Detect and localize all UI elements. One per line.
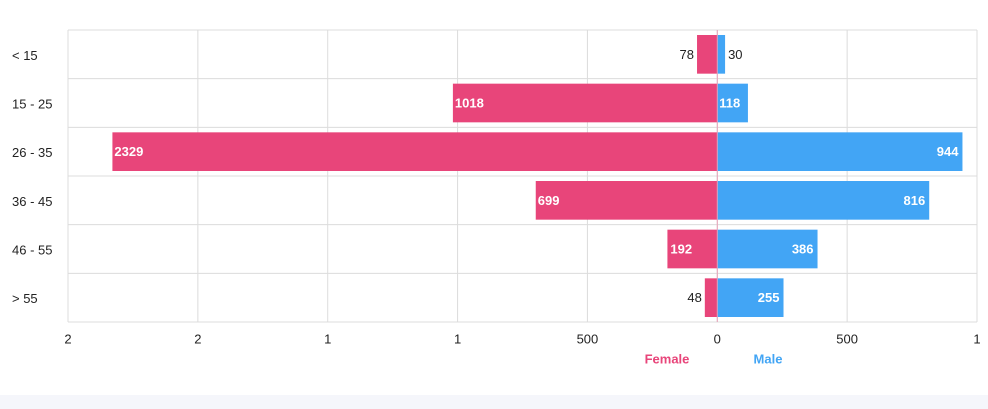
bar <box>704 278 718 317</box>
bar <box>717 278 784 317</box>
bar <box>112 132 718 171</box>
x-tick-label: 500 <box>577 331 599 346</box>
x-tick-label: 1 <box>973 331 980 346</box>
bar <box>452 83 718 123</box>
data-label: 255 <box>758 290 780 305</box>
y-tick-label: < 15 <box>12 48 38 63</box>
bar <box>717 132 963 171</box>
bar <box>717 83 748 123</box>
data-label: 386 <box>792 241 814 256</box>
data-label: 30 <box>728 47 742 62</box>
x-tick-label: 0 <box>714 331 721 346</box>
data-label: 78 <box>680 47 694 62</box>
bar <box>717 35 726 74</box>
bar <box>697 35 718 74</box>
data-label: 816 <box>904 193 926 208</box>
data-label: 118 <box>719 95 740 110</box>
x-tick-label: 1 <box>324 331 331 346</box>
data-label: 1018 <box>455 95 484 110</box>
footer-band <box>0 395 988 409</box>
x-tick-label: 2 <box>64 331 71 346</box>
y-tick-label: 15 - 25 <box>12 96 52 111</box>
bar <box>717 229 818 269</box>
data-label: 944 <box>937 144 959 159</box>
data-label: 192 <box>670 241 692 256</box>
legend-label: Male <box>754 351 783 366</box>
data-label: 2329 <box>114 144 143 159</box>
bar <box>535 181 718 220</box>
y-tick-label: 46 - 55 <box>12 242 52 257</box>
x-tick-label: 1 <box>454 331 461 346</box>
y-tick-label: 26 - 35 <box>12 145 52 160</box>
x-tick-label: 2 <box>194 331 201 346</box>
legend-label: Female <box>645 351 690 366</box>
data-label: 699 <box>538 193 560 208</box>
bar <box>717 181 930 220</box>
y-tick-label: > 55 <box>12 291 38 306</box>
bar <box>667 229 718 269</box>
x-tick-label: 500 <box>836 331 858 346</box>
y-tick-label: 36 - 45 <box>12 194 52 209</box>
data-label: 48 <box>687 290 701 305</box>
